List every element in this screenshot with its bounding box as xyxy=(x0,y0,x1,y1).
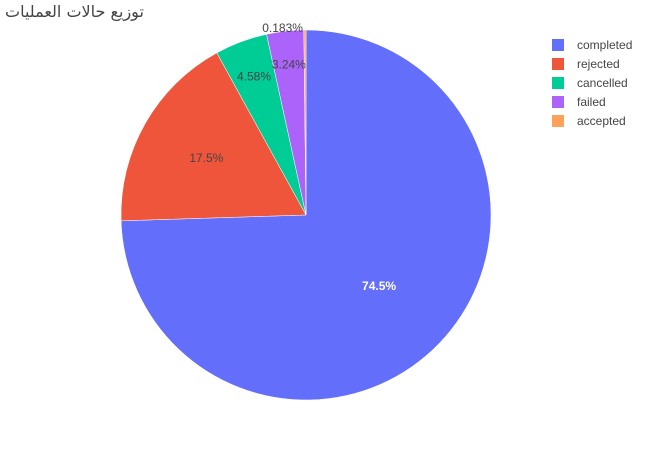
legend-item-completed[interactable]: completed xyxy=(552,38,632,52)
slice-label-completed: 74.5% xyxy=(362,279,396,293)
legend-item-failed[interactable]: failed xyxy=(552,95,606,109)
legend-swatch-failed xyxy=(552,96,564,108)
legend-item-accepted[interactable]: accepted xyxy=(552,114,626,128)
slice-label-accepted: 0.183% xyxy=(262,21,303,35)
slice-label-failed: 3.24% xyxy=(272,57,306,71)
legend-swatch-completed xyxy=(552,39,564,51)
chart-title: توزيع حالات العمليات xyxy=(5,2,144,22)
pie-slice-labels: 74.5% 17.5% 4.58%3.24% 0.183% xyxy=(189,21,396,293)
legend-item-cancelled[interactable]: cancelled xyxy=(552,76,628,90)
legend-swatch-accepted xyxy=(552,115,564,127)
legend-swatch-rejected xyxy=(552,58,564,70)
legend-label-failed: failed xyxy=(577,95,606,109)
legend-item-rejected[interactable]: rejected xyxy=(552,57,620,71)
legend-label-rejected: rejected xyxy=(577,57,620,71)
legend-label-completed: completed xyxy=(577,38,632,52)
slice-label-cancelled: 4.58% xyxy=(237,69,271,83)
pie-slice-accepted[interactable] xyxy=(303,29,307,216)
legend[interactable]: completed rejected cancelled failed accepted xyxy=(552,38,632,128)
legend-label-cancelled: cancelled xyxy=(577,76,628,90)
pie-slices xyxy=(120,29,492,401)
legend-swatch-cancelled xyxy=(552,77,564,89)
legend-label-accepted: accepted xyxy=(577,114,626,128)
pie-slice-rejected[interactable] xyxy=(120,52,307,222)
slice-label-rejected: 17.5% xyxy=(189,151,223,165)
